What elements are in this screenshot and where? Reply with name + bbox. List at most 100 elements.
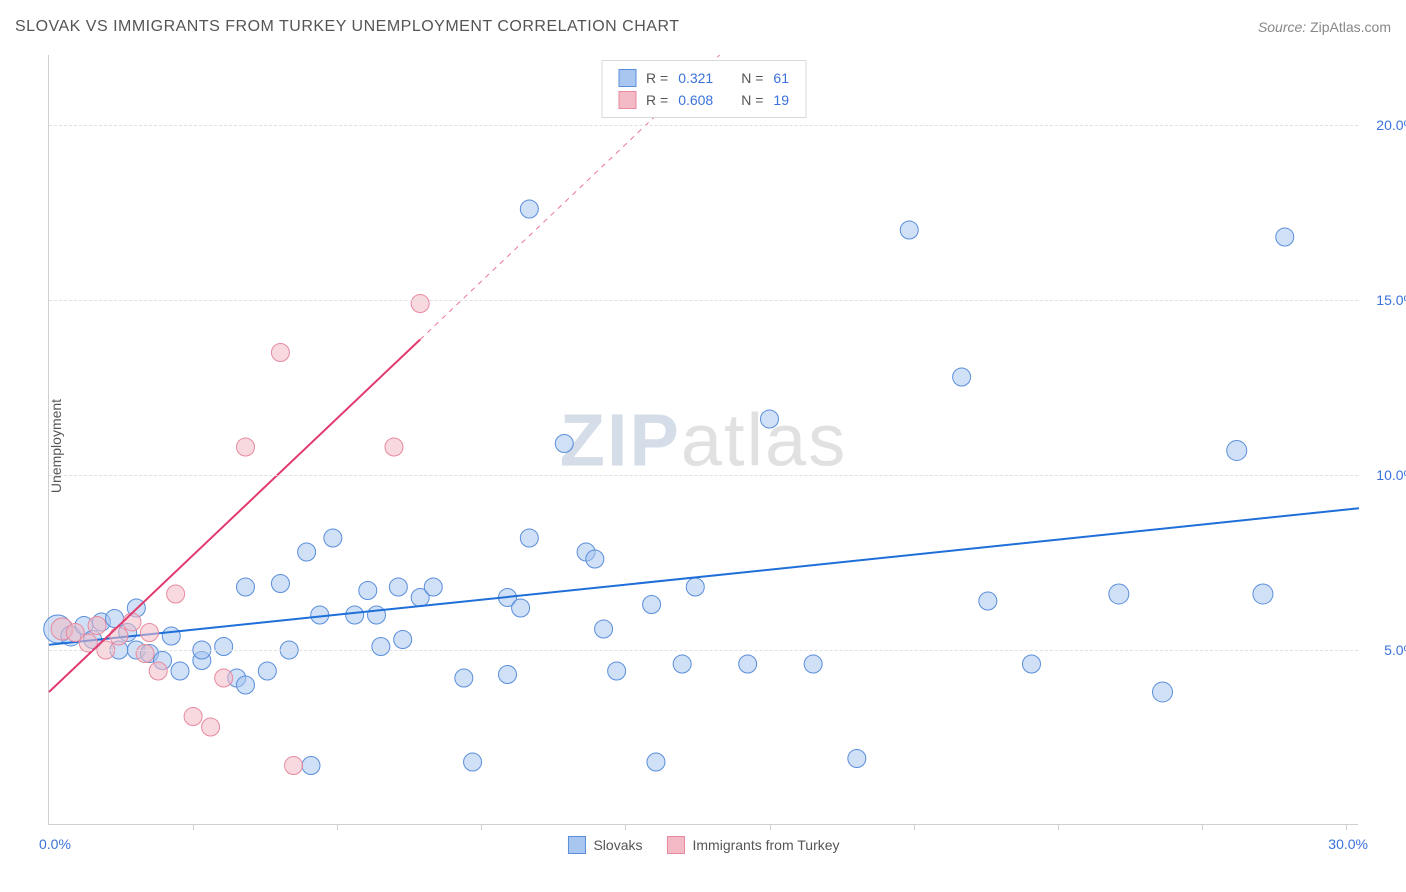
data-point <box>285 757 303 775</box>
data-point <box>673 655 691 673</box>
x-tick <box>481 824 482 830</box>
data-point <box>647 753 665 771</box>
data-point <box>389 578 407 596</box>
data-point <box>686 578 704 596</box>
data-point <box>136 645 154 663</box>
data-point <box>464 753 482 771</box>
data-point <box>424 578 442 596</box>
data-point <box>739 655 757 673</box>
data-point <box>149 662 167 680</box>
x-axis-min-label: 0.0% <box>39 836 71 852</box>
data-point <box>520 200 538 218</box>
data-point <box>368 606 386 624</box>
data-point <box>1253 584 1273 604</box>
data-point <box>385 438 403 456</box>
data-point <box>455 669 473 687</box>
chart-plot-area: ZIPatlas R = 0.321 N = 61 R = 0.608 N = … <box>48 55 1358 825</box>
data-point <box>184 708 202 726</box>
data-point <box>900 221 918 239</box>
chart-svg <box>49 55 1358 824</box>
data-point <box>608 662 626 680</box>
data-point <box>979 592 997 610</box>
gridline <box>49 475 1358 476</box>
data-point <box>298 543 316 561</box>
data-point <box>372 638 390 656</box>
data-point <box>237 578 255 596</box>
y-tick-label: 10.0% <box>1376 467 1406 483</box>
y-tick-label: 5.0% <box>1384 642 1406 658</box>
data-point <box>1023 655 1041 673</box>
data-point <box>761 410 779 428</box>
data-point <box>1153 682 1173 702</box>
series-legend: Slovaks Immigrants from Turkey <box>567 836 839 854</box>
x-tick <box>193 824 194 830</box>
r-label: R = <box>646 92 668 108</box>
data-point <box>324 529 342 547</box>
data-point <box>123 613 141 631</box>
data-point <box>394 631 412 649</box>
data-point <box>167 585 185 603</box>
data-point <box>302 757 320 775</box>
data-point <box>643 596 661 614</box>
legend-label: Immigrants from Turkey <box>693 837 840 853</box>
gridline <box>49 300 1358 301</box>
y-tick-label: 15.0% <box>1376 292 1406 308</box>
data-point <box>237 438 255 456</box>
data-point <box>202 718 220 736</box>
gridline <box>49 125 1358 126</box>
data-point <box>140 624 158 642</box>
data-point <box>271 344 289 362</box>
data-point <box>171 662 189 680</box>
data-point <box>804 655 822 673</box>
data-point <box>88 617 106 635</box>
x-tick <box>625 824 626 830</box>
y-tick-label: 20.0% <box>1376 117 1406 133</box>
data-point <box>512 599 530 617</box>
data-point <box>555 435 573 453</box>
x-tick <box>914 824 915 830</box>
data-point <box>595 620 613 638</box>
legend-item: Slovaks <box>567 836 642 854</box>
legend-label: Slovaks <box>593 837 642 853</box>
source-label: Source: <box>1258 19 1306 35</box>
series-swatch <box>618 91 636 109</box>
data-point <box>1109 584 1129 604</box>
x-tick <box>1346 824 1347 830</box>
x-tick <box>1202 824 1203 830</box>
data-point <box>162 627 180 645</box>
x-axis-max-label: 30.0% <box>1328 836 1368 852</box>
data-point <box>359 582 377 600</box>
n-label: N = <box>741 70 763 86</box>
r-label: R = <box>646 70 668 86</box>
data-point <box>110 627 128 645</box>
data-point <box>346 606 364 624</box>
legend-item: Immigrants from Turkey <box>667 836 840 854</box>
stats-row: R = 0.321 N = 61 <box>618 67 789 89</box>
source-attribution: Source: ZipAtlas.com <box>1258 19 1391 35</box>
data-point <box>237 676 255 694</box>
n-label: N = <box>741 92 763 108</box>
legend-swatch <box>567 836 585 854</box>
data-point <box>499 666 517 684</box>
chart-title: SLOVAK VS IMMIGRANTS FROM TURKEY UNEMPLO… <box>15 18 679 36</box>
trend-line <box>49 339 420 692</box>
data-point <box>411 295 429 313</box>
series-swatch <box>618 69 636 87</box>
x-tick <box>337 824 338 830</box>
data-point <box>271 575 289 593</box>
x-tick <box>1058 824 1059 830</box>
data-point <box>1227 441 1247 461</box>
data-point <box>520 529 538 547</box>
stats-row: R = 0.608 N = 19 <box>618 89 789 111</box>
x-tick <box>770 824 771 830</box>
data-point <box>848 750 866 768</box>
r-value: 0.608 <box>678 92 713 108</box>
n-value: 19 <box>773 92 789 108</box>
correlation-stats-box: R = 0.321 N = 61 R = 0.608 N = 19 <box>601 60 806 118</box>
gridline <box>49 650 1358 651</box>
trend-line <box>49 508 1359 645</box>
source-value: ZipAtlas.com <box>1310 19 1391 35</box>
legend-swatch <box>667 836 685 854</box>
data-point <box>586 550 604 568</box>
n-value: 61 <box>773 70 789 86</box>
